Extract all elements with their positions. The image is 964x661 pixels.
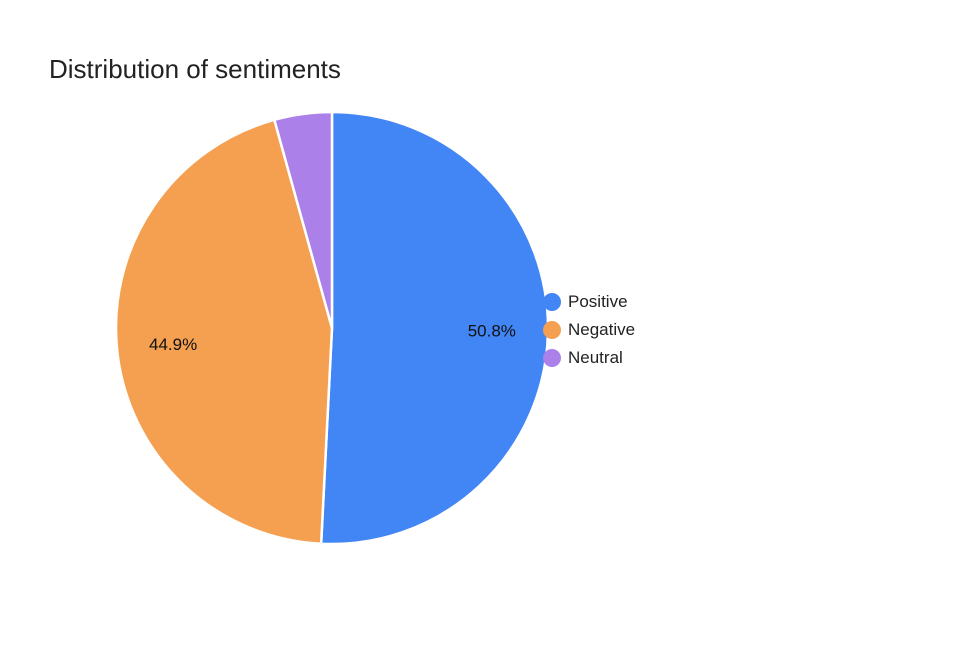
pie-slice-negative	[114, 118, 334, 545]
slice-label-positive: 50.8%	[468, 322, 516, 341]
legend-label: Positive	[568, 292, 628, 311]
legend-swatch-icon	[543, 349, 561, 367]
legend-item-negative[interactable]: Negative	[543, 316, 635, 344]
legend-swatch-icon	[543, 321, 561, 339]
legend-item-neutral[interactable]: Neutral	[543, 344, 635, 372]
legend-label: Negative	[568, 320, 636, 339]
pie-slice-neutral	[273, 110, 334, 330]
legend-swatch-icon	[543, 293, 561, 311]
legend: Positive Negative Neutral	[543, 288, 635, 372]
legend-item-positive[interactable]: Positive	[543, 288, 635, 316]
chart-title: Distribution of sentiments	[49, 54, 341, 84]
slice-label-negative: 44.9%	[149, 335, 197, 354]
legend-label: Neutral	[568, 348, 623, 367]
